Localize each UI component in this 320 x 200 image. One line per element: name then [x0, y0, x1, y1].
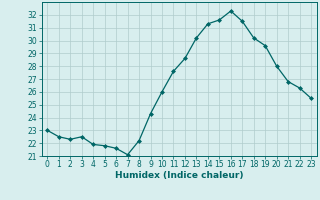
X-axis label: Humidex (Indice chaleur): Humidex (Indice chaleur) [115, 171, 244, 180]
